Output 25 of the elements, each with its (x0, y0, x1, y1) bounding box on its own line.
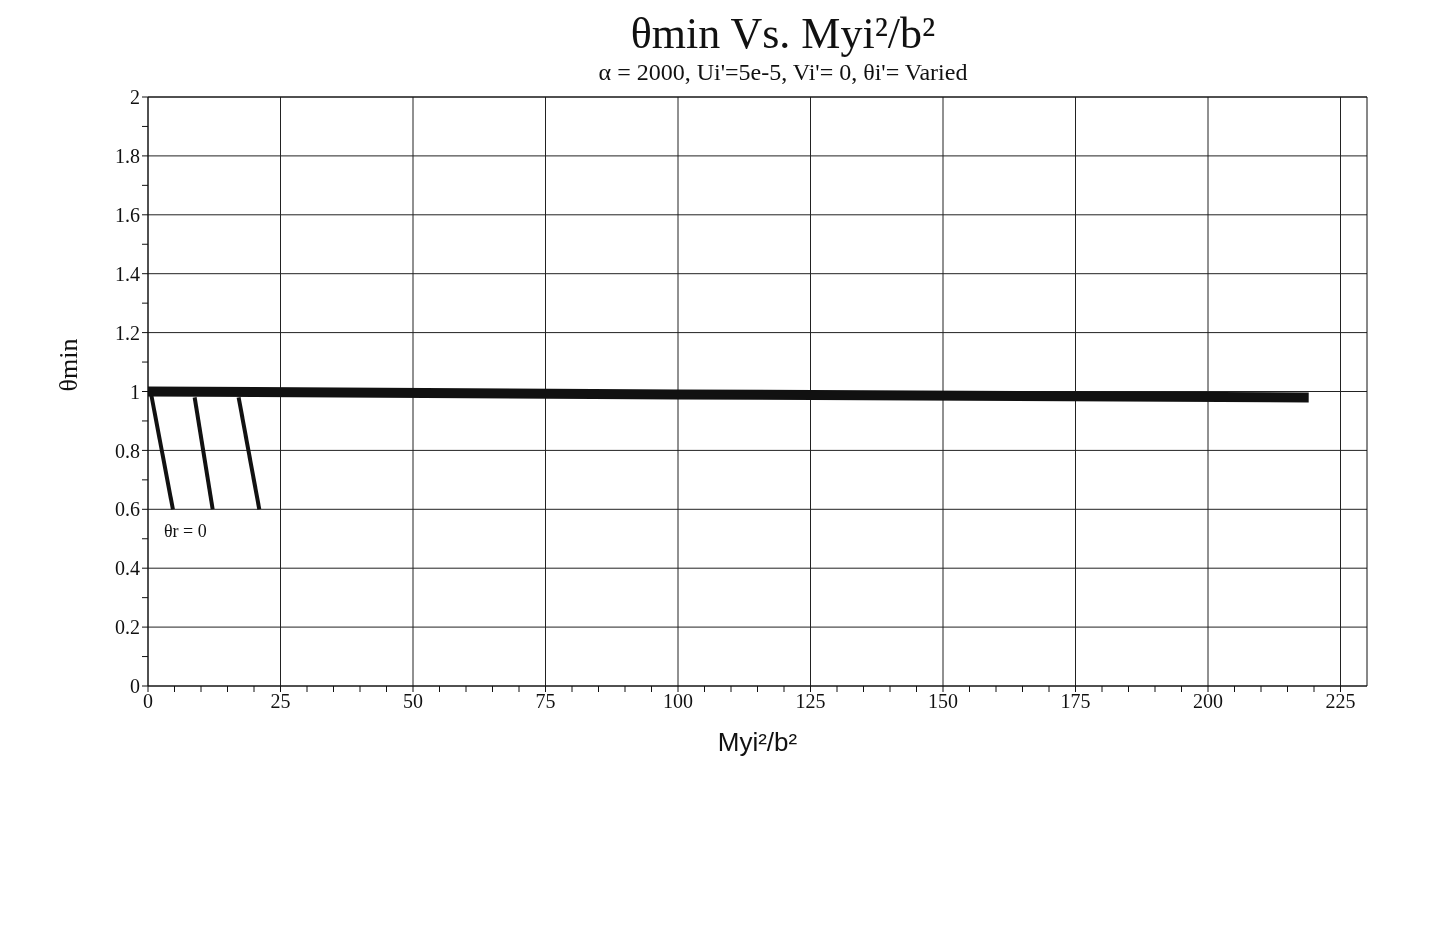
x-tick-label: 25 (270, 690, 291, 713)
annotation: θr = 0 (164, 521, 207, 542)
y-tick-label: 2 (130, 86, 140, 109)
y-axis-title: θmin (54, 338, 84, 392)
y-tick-label: 1.8 (115, 145, 140, 167)
x-tick-label: 75 (535, 690, 556, 713)
x-tick-label: 125 (795, 690, 826, 713)
y-tick-label: 0 (130, 675, 140, 698)
x-tick-label: 175 (1060, 690, 1091, 713)
y-tick-label: 0.6 (115, 498, 140, 521)
y-tick-label: 0.2 (115, 616, 140, 639)
x-axis-title: Myi²/b² (717, 727, 798, 757)
y-tick-label: 1.6 (115, 203, 140, 226)
x-tick-label: 200 (1193, 690, 1223, 713)
y-tick-label: 0.4 (115, 557, 140, 580)
x-tick-label: 225 (1325, 690, 1356, 713)
chart-subtitle: α = 2000, Ui'=5e-5, Vi'= 0, θi'= Varied (597, 59, 969, 86)
x-tick-label: 150 (928, 690, 958, 713)
chart-title: θmin Vs. Myi²/b² (629, 8, 937, 59)
x-tick-label: 100 (663, 690, 693, 713)
y-tick-label: 1.2 (115, 321, 140, 344)
x-tick-label: 50 (403, 690, 423, 713)
y-tick-label: 1.4 (115, 262, 140, 285)
y-tick-label: 1 (130, 380, 140, 403)
y-tick-label: 0.8 (115, 439, 140, 462)
